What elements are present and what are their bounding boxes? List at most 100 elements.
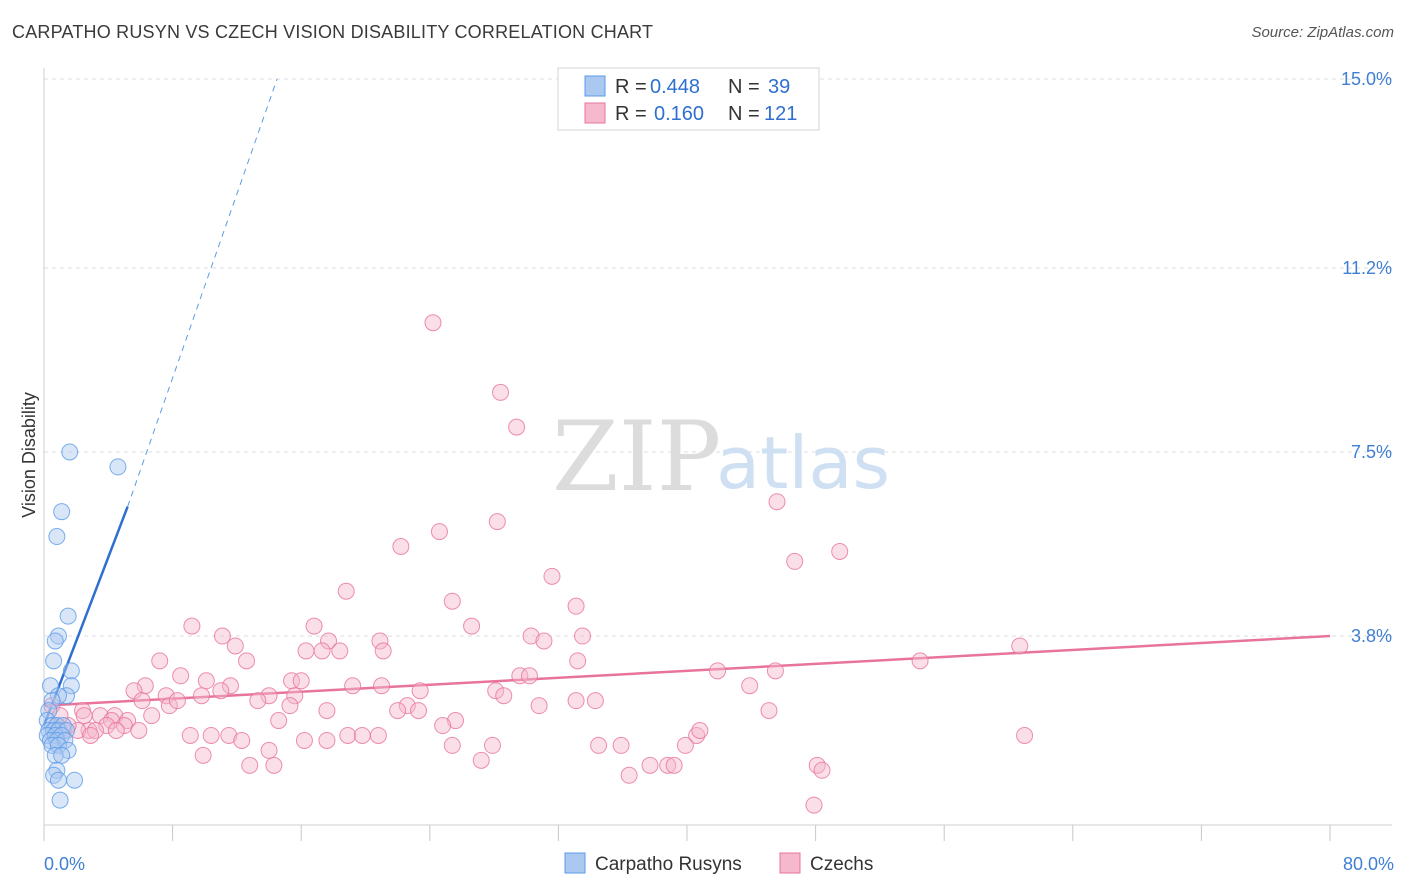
data-point	[202, 726, 220, 744]
data-point	[59, 607, 77, 625]
data-point	[53, 503, 71, 521]
data-point	[318, 731, 336, 749]
legend-swatch-czech	[584, 102, 606, 124]
data-point	[213, 627, 231, 645]
data-point	[339, 726, 357, 744]
chart-source: Source: ZipAtlas.com	[1251, 24, 1394, 41]
data-point	[265, 756, 283, 774]
data-point	[172, 667, 190, 685]
data-point	[337, 582, 355, 600]
data-point	[688, 726, 706, 744]
data-point	[760, 702, 778, 720]
x-tick-labels: 0.0% 80.0%	[44, 854, 1394, 874]
data-point	[260, 687, 278, 705]
data-point	[434, 717, 452, 735]
data-point	[392, 537, 410, 555]
data-point	[508, 418, 526, 436]
data-point	[220, 726, 238, 744]
data-point	[98, 717, 116, 735]
legend-n-label-czech: N =	[728, 103, 760, 125]
bottom-legend-label-rusyn: Carpatho Rusyns	[595, 854, 742, 875]
data-point	[522, 627, 540, 645]
data-point	[103, 712, 121, 730]
data-point	[659, 756, 677, 774]
watermark: ZIP atlas	[552, 401, 890, 513]
data-point	[741, 677, 759, 695]
data-point	[46, 632, 64, 650]
data-points	[38, 314, 1034, 814]
data-point	[143, 707, 161, 725]
data-point	[472, 751, 490, 769]
legend-swatch-rusyn	[584, 75, 606, 97]
data-point	[295, 731, 313, 749]
data-point	[45, 766, 63, 784]
data-point	[168, 692, 186, 710]
legend-r-label-rusyn: R =	[615, 76, 647, 98]
data-point	[151, 652, 169, 670]
data-point	[530, 697, 548, 715]
data-point	[212, 682, 230, 700]
bottom-legend-swatch-rusyn	[564, 852, 586, 874]
trend-line-czech	[43, 634, 1331, 707]
legend-n-value-czech: 121	[764, 103, 797, 125]
data-point	[233, 731, 251, 749]
data-point	[130, 722, 148, 740]
data-point	[43, 692, 61, 710]
data-point	[374, 642, 392, 660]
data-point	[665, 756, 683, 774]
data-point	[831, 542, 849, 560]
data-point	[49, 771, 67, 789]
data-point	[641, 756, 659, 774]
legend-r-value-czech: 0.160	[654, 103, 704, 125]
data-point	[62, 677, 80, 695]
data-point	[49, 736, 67, 754]
data-point	[260, 741, 278, 759]
y-tick-label: 7.5%	[1351, 442, 1392, 462]
data-point	[411, 682, 429, 700]
data-point	[133, 692, 151, 710]
data-point	[569, 652, 587, 670]
data-point	[109, 458, 127, 476]
data-point	[488, 513, 506, 531]
data-point	[543, 567, 561, 585]
data-point	[805, 796, 823, 814]
data-point	[292, 672, 310, 690]
data-point	[911, 652, 929, 670]
bottom-legend-label-czech: Czechs	[810, 854, 873, 875]
data-point	[157, 687, 175, 705]
data-point	[241, 756, 259, 774]
data-point	[709, 662, 727, 680]
data-point	[46, 746, 64, 764]
data-point	[331, 642, 349, 660]
data-point	[590, 736, 608, 754]
data-point	[443, 592, 461, 610]
y-tick-label: 3.8%	[1351, 626, 1392, 646]
data-point	[398, 697, 416, 715]
y-tick-labels: 3.8% 7.5% 11.2% 15.0%	[1341, 69, 1392, 646]
data-point	[389, 702, 407, 720]
y-tick-label: 15.0%	[1341, 69, 1392, 89]
data-point	[586, 692, 604, 710]
legend-n-value-rusyn: 39	[768, 76, 790, 98]
x-tick-label-min: 0.0%	[44, 854, 85, 874]
data-point	[221, 677, 239, 695]
data-point	[447, 712, 465, 730]
data-point	[430, 523, 448, 541]
data-point	[270, 712, 288, 730]
data-point	[313, 642, 331, 660]
data-point	[238, 652, 256, 670]
data-point	[520, 667, 538, 685]
data-point	[483, 736, 501, 754]
data-point	[766, 662, 784, 680]
data-point	[183, 617, 201, 635]
data-point	[808, 756, 826, 774]
x-tick-label-max: 80.0%	[1343, 854, 1394, 874]
data-point	[181, 726, 199, 744]
data-point	[66, 771, 84, 789]
data-point	[369, 726, 387, 744]
data-point	[567, 597, 585, 615]
data-point	[463, 617, 481, 635]
grid-lines	[44, 78, 1392, 637]
data-point	[567, 692, 585, 710]
